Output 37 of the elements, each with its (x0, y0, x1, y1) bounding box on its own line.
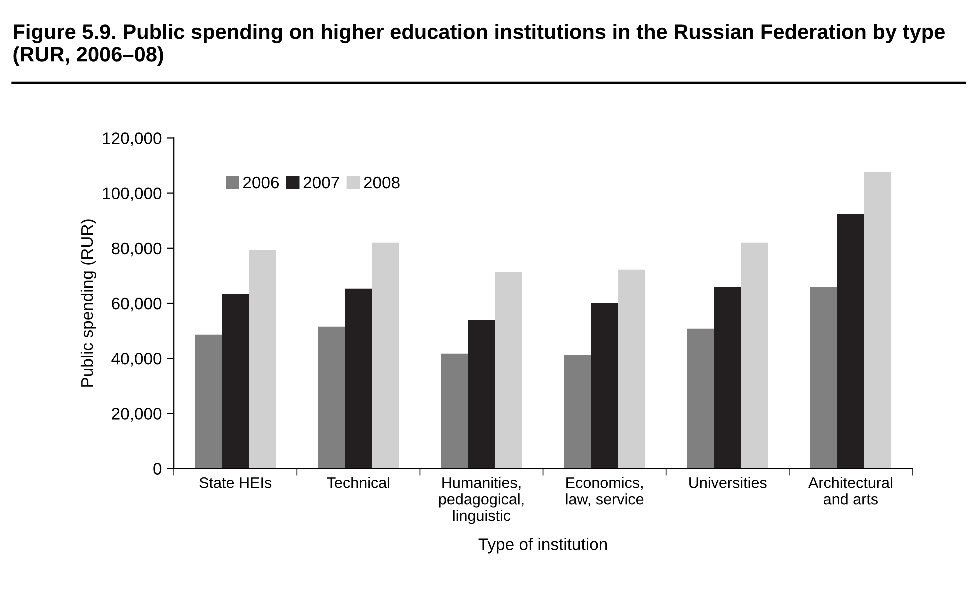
y-tick-label: 40,000 (112, 353, 162, 367)
chart-title: Figure 5.9. Public spending on higher education institutions in the Russian Federation by type (RUR, 2006–08) (14, 24, 945, 66)
bar (249, 250, 276, 469)
bar (441, 354, 468, 469)
bar (495, 272, 522, 469)
x-tick-label: State HEIs (200, 478, 272, 488)
bar (864, 172, 892, 469)
x-axis-title: Type of institution (478, 538, 608, 554)
y-tick-label: 80,000 (112, 242, 162, 257)
bar (195, 334, 222, 469)
bar (741, 242, 768, 469)
bar (318, 326, 346, 469)
bar (345, 288, 372, 469)
y-tick-label: 100,000 (103, 188, 162, 202)
bar (687, 328, 714, 469)
bar (468, 320, 496, 469)
bar (564, 355, 592, 469)
y-axis-title: Public spending (RUR) (80, 220, 96, 387)
legend-label: 2006 (244, 176, 280, 189)
bar (810, 286, 838, 469)
y-tick-label: 20,000 (112, 408, 162, 422)
bar (372, 242, 400, 469)
x-tick-label: Architectural and arts (808, 477, 892, 505)
bar (591, 302, 618, 469)
bar (837, 214, 864, 469)
legend-label: 2007 (304, 176, 340, 189)
y-tick-label: 60,000 (112, 298, 162, 312)
y-tick-label: 120,000 (103, 132, 162, 146)
x-tick-label: Technical (327, 477, 390, 488)
bar (618, 270, 646, 469)
x-tick-label: Humanities, pedagogical, linguistic (439, 477, 524, 524)
y-tick-label: 0 (154, 463, 162, 475)
bar (714, 286, 742, 469)
x-tick-label: Economics, law, service (566, 477, 644, 507)
x-tick-label: Universities (690, 477, 767, 488)
bar (222, 294, 250, 469)
legend-label: 2008 (364, 176, 400, 189)
